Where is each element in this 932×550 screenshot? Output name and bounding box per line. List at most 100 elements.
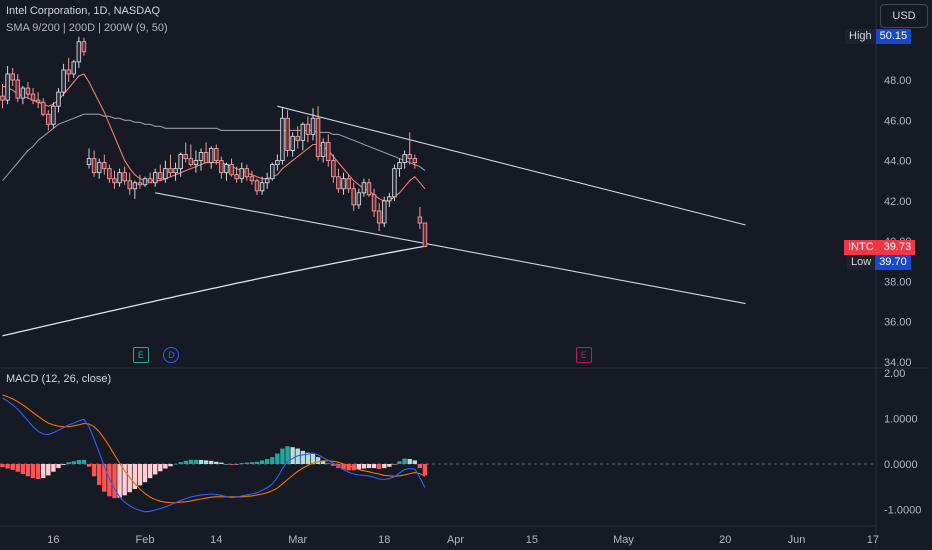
macd-histogram-bar [382, 464, 387, 469]
candle [219, 156, 224, 179]
macd-histogram-bar [219, 462, 224, 464]
ticker-label: INTC [844, 240, 878, 255]
candle [56, 88, 61, 113]
time-tick-label: 18 [378, 534, 390, 546]
candle [290, 132, 295, 157]
time-tick-label: Apr [447, 534, 464, 546]
candle-body [0, 95, 5, 101]
high-value: 50.15 [875, 29, 912, 44]
candle [102, 154, 107, 175]
candle [351, 182, 356, 211]
macd-histogram-bar [417, 464, 423, 469]
candle [147, 172, 153, 184]
axes: 48.0046.0044.0042.0040.0038.0036.0034.00… [47, 75, 921, 546]
candle-body [412, 158, 418, 164]
candle-body [275, 160, 280, 166]
macd-histogram-bar [270, 457, 275, 464]
candle [81, 37, 87, 56]
macd-histogram-bar [224, 464, 229, 465]
candle [178, 152, 183, 177]
candle [137, 174, 143, 189]
candle-body [142, 178, 148, 186]
candle [112, 170, 117, 189]
event-marker-e-2[interactable]: E [575, 347, 592, 363]
macd-histogram-bar [249, 462, 255, 464]
candle [122, 166, 127, 185]
macd-histogram-bar [97, 464, 102, 485]
macd-histogram-bar [208, 460, 214, 464]
candle-body [259, 182, 265, 192]
macd-histogram-bar [168, 464, 173, 467]
candle-body [173, 168, 178, 174]
candle-body [219, 160, 224, 174]
candle-body [361, 182, 367, 194]
candle [10, 67, 15, 87]
macd-histogram-bar [91, 464, 97, 477]
macd-histogram-bar [285, 446, 290, 464]
macd-histogram-bar [371, 464, 377, 469]
candle-body [310, 117, 316, 135]
candle [30, 88, 36, 105]
macd-histogram-bar [102, 464, 107, 492]
candle [366, 178, 372, 197]
candle [35, 92, 41, 109]
candle [326, 134, 331, 167]
macd-histogram-bar [10, 464, 15, 470]
chart-title: Intel Corporation, 1D, NASDAQ [6, 5, 161, 17]
currency-button[interactable]: USD [880, 4, 928, 28]
candle-body [320, 141, 326, 157]
macd-signal-line [2, 394, 426, 504]
candle [392, 164, 397, 201]
candle [382, 196, 387, 228]
candle-body [422, 222, 428, 248]
candle-body [188, 158, 194, 166]
candle-body [198, 152, 204, 162]
candle-body [382, 200, 387, 224]
candle [300, 122, 306, 151]
candle [422, 222, 428, 248]
macd-histogram-bar [244, 462, 250, 464]
candle [173, 162, 178, 181]
macd-line [2, 397, 426, 513]
macd-histogram-bar [315, 457, 321, 464]
candle [86, 148, 92, 169]
macd-histogram-bar [178, 462, 183, 464]
event-marker-d-1[interactable]: D [163, 347, 180, 363]
candle-body [203, 152, 209, 164]
candle [295, 126, 300, 149]
macd-histogram-bar [290, 447, 295, 464]
candle-body [249, 176, 255, 182]
candle-body [71, 61, 77, 75]
candle-body [193, 160, 199, 166]
candle-body [305, 123, 311, 135]
candle [397, 158, 402, 177]
candle-body [295, 135, 300, 141]
macd-histogram-bar [132, 464, 138, 490]
candle [280, 108, 285, 165]
candle [270, 162, 275, 181]
candle-body [147, 178, 153, 184]
candle-body [112, 178, 117, 184]
candle [183, 142, 188, 163]
macd-histogram-bar [147, 464, 153, 479]
macd-histogram-bar [264, 458, 270, 464]
candle [264, 172, 270, 189]
macd-histogram-bar [300, 450, 306, 464]
macd-pane [0, 394, 428, 513]
candle [412, 154, 418, 169]
event-marker-e-0[interactable]: E [132, 347, 149, 363]
candle [127, 172, 132, 195]
sma-9-line [2, 73, 426, 202]
time-tick-label: 17 [867, 534, 879, 546]
time-tick-label: 16 [47, 534, 59, 546]
candle [107, 164, 112, 183]
low-value: 39.70 [875, 255, 911, 270]
macd-histogram-bar [15, 464, 20, 472]
macd-histogram-bar [331, 464, 336, 466]
time-tick-label: May [613, 534, 634, 546]
candle-body [229, 164, 234, 176]
candle-body [239, 168, 244, 180]
candle-body [91, 158, 97, 174]
macd-histogram-bar [86, 464, 92, 467]
